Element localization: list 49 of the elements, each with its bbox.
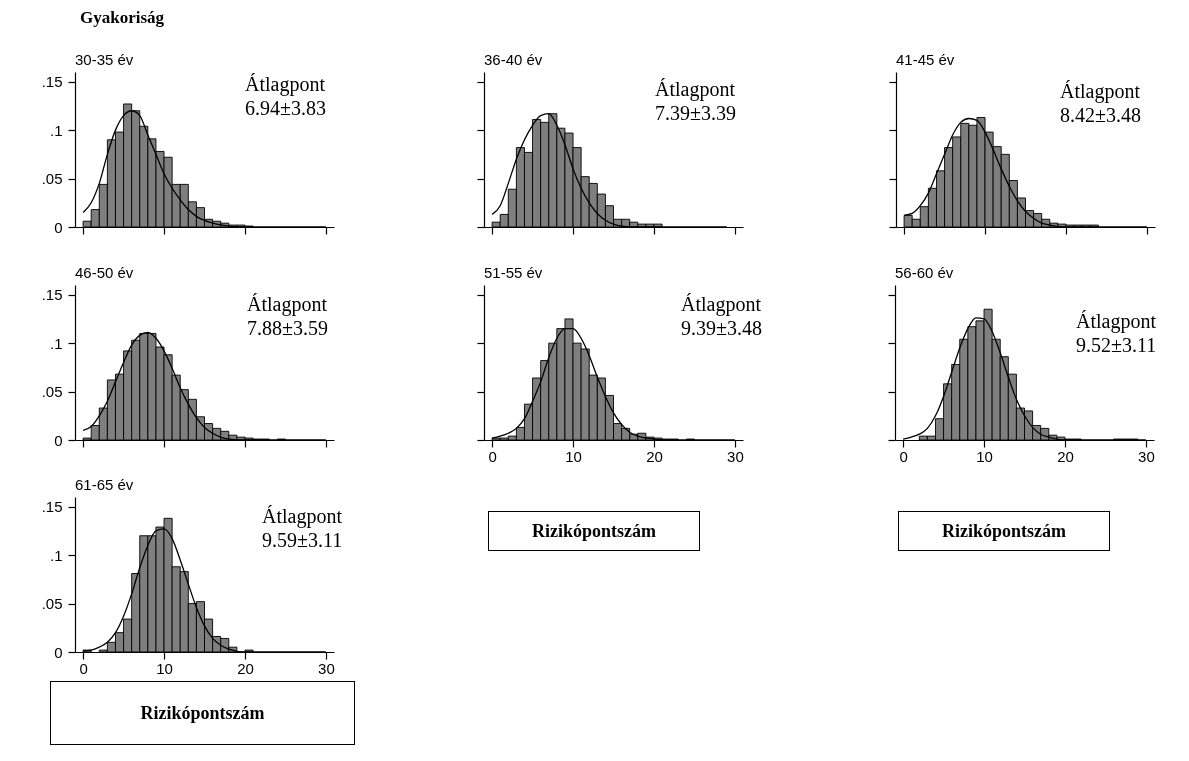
x-tick-label: 0 [79,659,88,677]
y-tick-label: .05 [41,383,63,401]
y-tick-label: 0 [54,218,63,236]
y-tick-label: 0 [54,431,63,449]
x-tick-label: 20 [1057,447,1074,465]
x-tick-label: 10 [976,447,993,465]
y-tick-label: .15 [41,498,63,516]
annotation: Átlagpont [247,293,328,316]
chart-title: 56-60 év [895,264,954,281]
y-tick-label: .05 [41,170,63,188]
chart-title: 61-65 év [75,476,134,493]
x-tick-label: 0 [899,447,908,465]
chart-title: 46-50 év [75,264,134,281]
annotation: 7.88±3.59 [247,317,328,339]
annotation: Átlagpont [245,73,326,96]
x-tick-label: 20 [237,659,254,677]
x-tick-label: 0 [488,447,497,465]
y-tick-label: .15 [41,73,63,91]
annotation: 7.39±3.39 [655,102,736,124]
annotation: 9.39±3.48 [681,317,762,339]
annotation: 8.42±3.48 [1060,104,1141,126]
x-tick-label: 10 [565,447,582,465]
annotation: Átlagpont [681,293,762,316]
annotation: 9.52±3.11 [1076,334,1157,356]
x-tick-label: 20 [646,447,663,465]
annotation: Átlagpont [655,78,736,101]
y-tick-label: .05 [41,595,63,613]
x-tick-label: 30 [318,659,335,677]
chart-title: 41-45 év [896,51,955,68]
annotation: Átlagpont [1060,80,1141,103]
annotation: 6.94±3.83 [245,97,326,119]
x-tick-label: 10 [156,659,173,677]
y-tick-label: .15 [41,286,63,304]
annotation: 9.59±3.11 [262,529,343,551]
x-axis-title: Rizikópontszám [941,521,1067,541]
y-tick-label: .1 [49,546,63,564]
y-tick-label: 0 [54,643,63,661]
x-tick-label: 30 [1138,447,1155,465]
chart-title: 51-55 év [484,264,543,281]
x-axis-title: Rizikópontszám [139,703,266,723]
y-axis-title: Gyakoriság [80,8,165,27]
chart-title: 30-35 év [75,51,134,68]
chart-title: 36-40 év [484,51,543,68]
x-tick-label: 30 [727,447,744,465]
x-axis-title: Rizikópontszám [531,521,657,541]
annotation: Átlagpont [1076,310,1157,333]
y-tick-label: .1 [49,121,63,139]
y-tick-label: .1 [49,334,63,352]
annotation: Átlagpont [262,505,343,528]
